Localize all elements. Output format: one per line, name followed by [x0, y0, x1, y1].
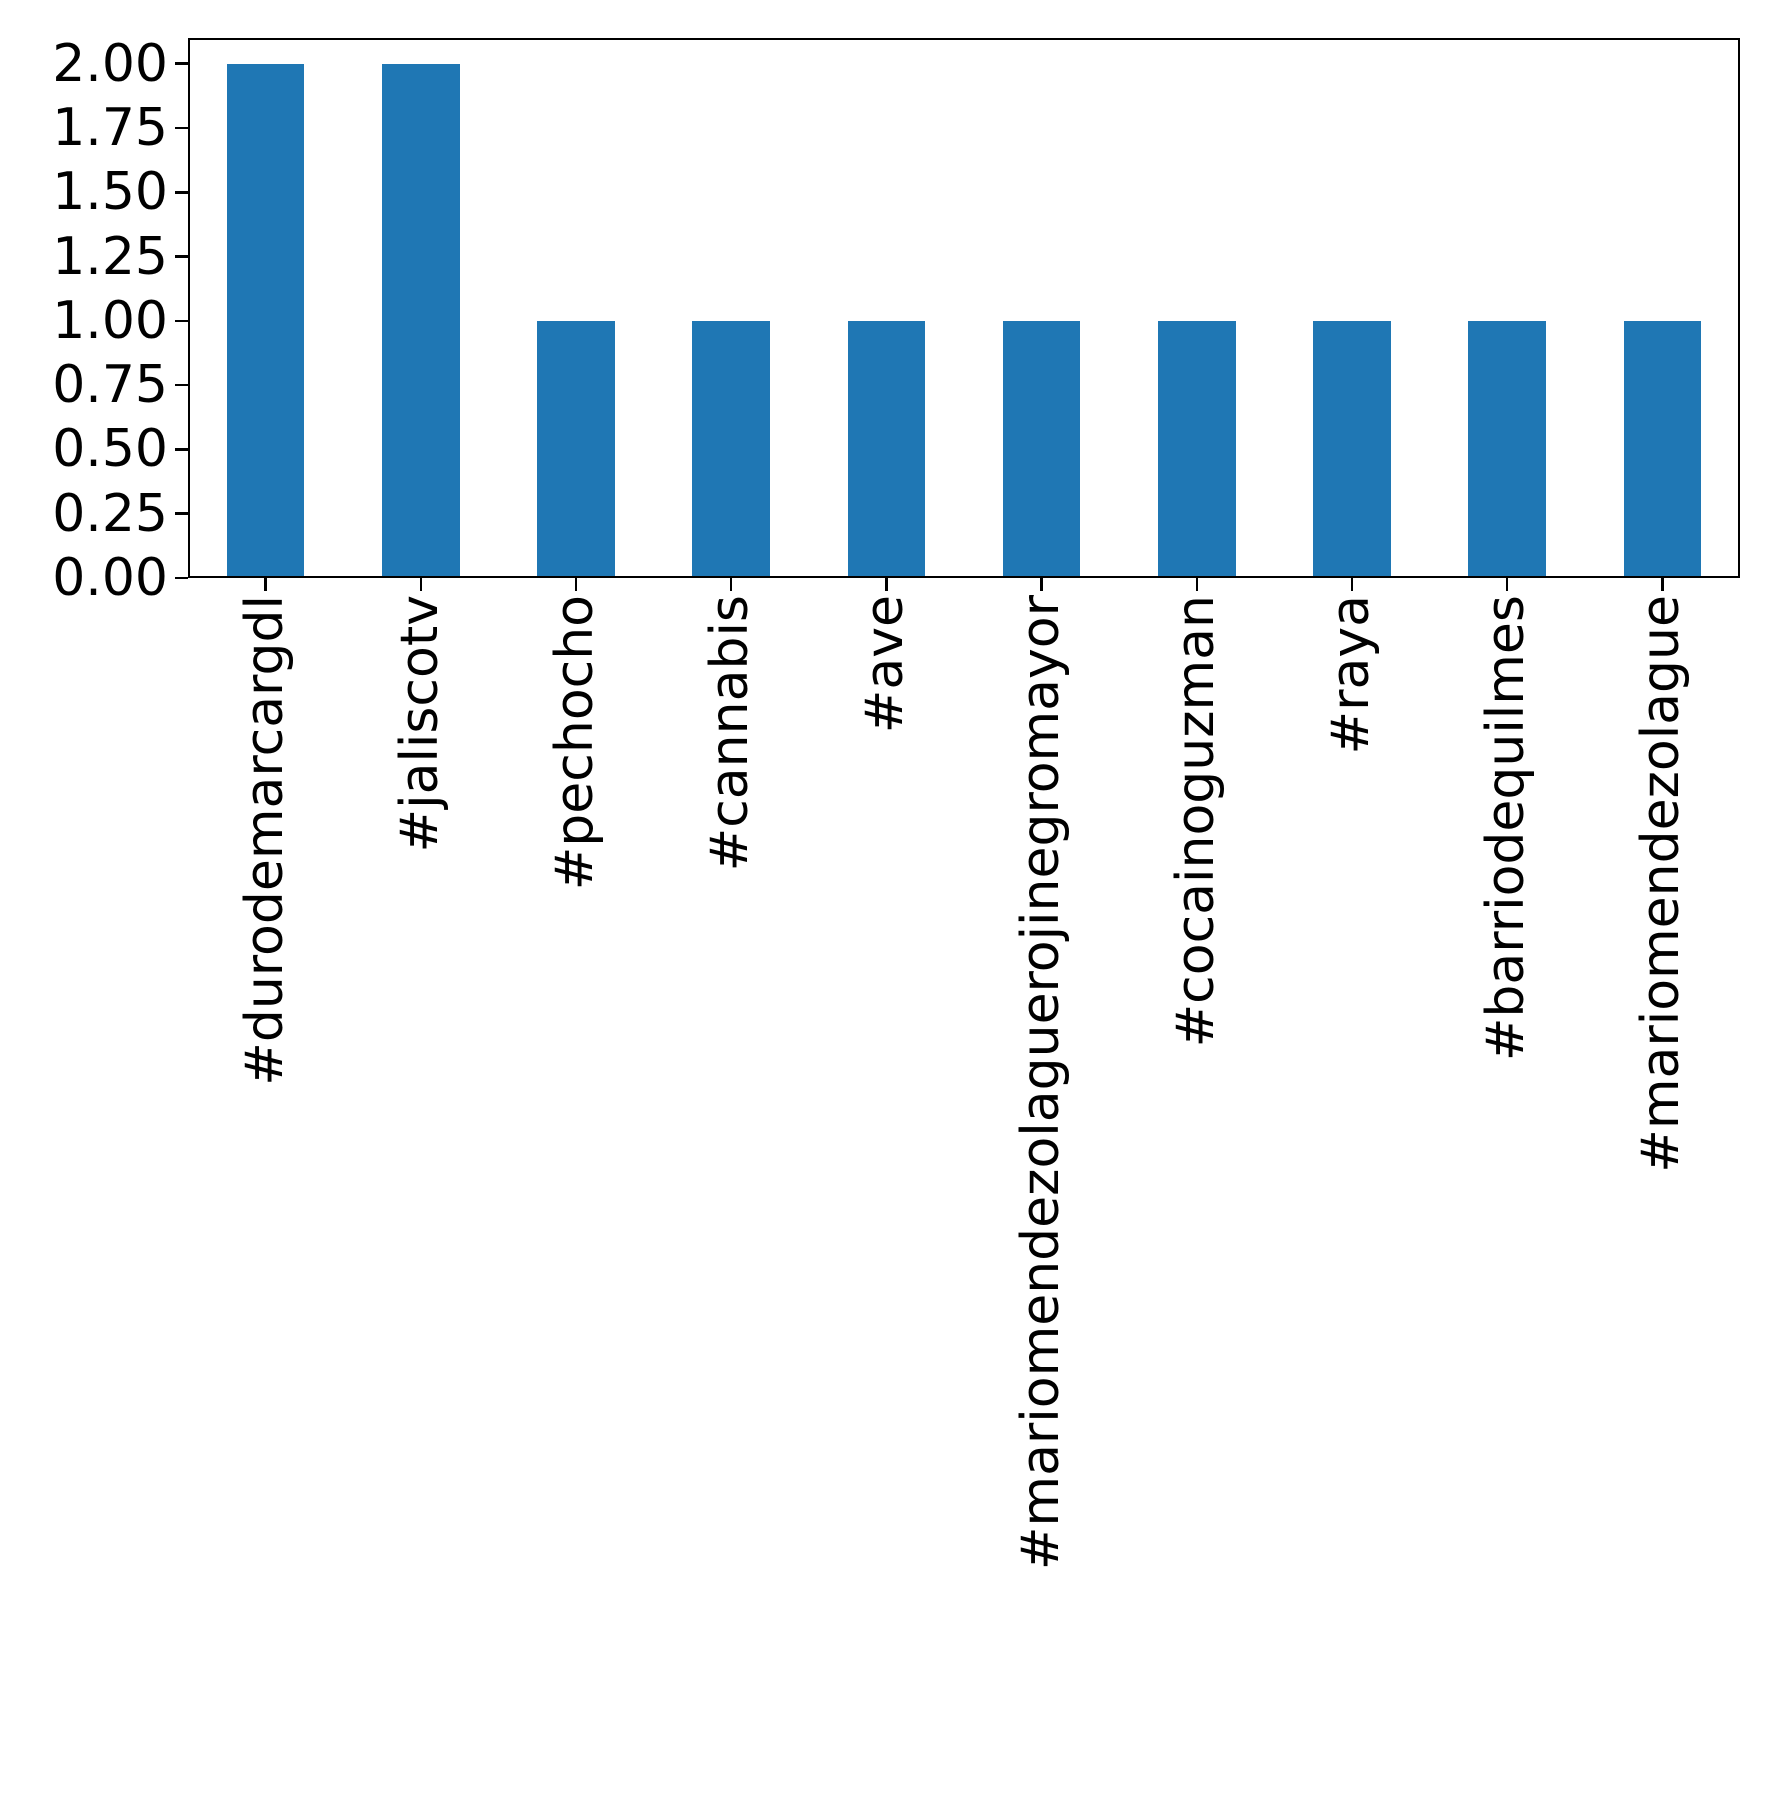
bar: [1313, 320, 1391, 578]
bar: [382, 63, 460, 578]
y-tick-mark: [175, 512, 188, 515]
y-tick-label: 1.25: [52, 226, 168, 287]
x-tick-mark: [1350, 578, 1354, 591]
y-tick-mark: [175, 255, 188, 258]
x-tick-mark: [885, 578, 888, 591]
bar: [847, 320, 926, 578]
bar: [226, 63, 305, 578]
x-tick-label: #raya: [1320, 595, 1381, 755]
bar: [1002, 320, 1081, 578]
y-tick-mark: [175, 126, 188, 130]
x-tick-mark: [729, 578, 733, 591]
x-tick-label: #jaliscotv: [389, 595, 450, 853]
x-tick-label: #cocainoguzman: [1165, 595, 1226, 1048]
x-tick-mark: [1661, 578, 1664, 591]
y-tick-mark: [175, 448, 188, 451]
y-tick-label: 0.50: [52, 419, 168, 480]
x-tick-mark: [574, 578, 578, 591]
x-tick-label: #cannabis: [700, 595, 761, 872]
x-tick-mark: [264, 578, 267, 591]
y-tick-mark: [175, 383, 188, 387]
x-tick-label: #barriodequilmes: [1476, 595, 1537, 1062]
y-tick-mark: [175, 191, 188, 194]
x-tick-label: #pechocho: [544, 595, 605, 891]
y-tick-label: 0.00: [52, 548, 168, 608]
y-tick-mark: [175, 319, 188, 323]
x-tick-label: #mariomendezolaguerojinegromayor: [1010, 595, 1071, 1571]
x-tick-mark: [1040, 578, 1043, 591]
x-tick-mark: [1195, 578, 1199, 591]
y-tick-label: 1.75: [52, 98, 168, 158]
y-tick-label: 1.50: [52, 162, 168, 223]
y-tick-mark: [175, 576, 188, 580]
x-tick-label: #ave: [855, 595, 916, 734]
bar: [1158, 320, 1236, 578]
bar: [1468, 320, 1546, 578]
x-tick-label: #mariomendezolague: [1631, 595, 1692, 1173]
y-tick-label: 1.00: [52, 290, 168, 351]
y-tick-label: 0.25: [52, 483, 168, 544]
x-tick-mark: [1505, 578, 1509, 591]
bar: [1623, 320, 1702, 578]
y-tick-mark: [175, 62, 188, 65]
y-tick-label: 2.00: [52, 33, 168, 94]
x-tick-mark: [419, 578, 423, 591]
bar: [537, 320, 615, 578]
x-tick-label: #durodemarcargdl: [234, 595, 295, 1086]
y-tick-label: 0.75: [52, 355, 168, 416]
bar: [692, 320, 770, 578]
